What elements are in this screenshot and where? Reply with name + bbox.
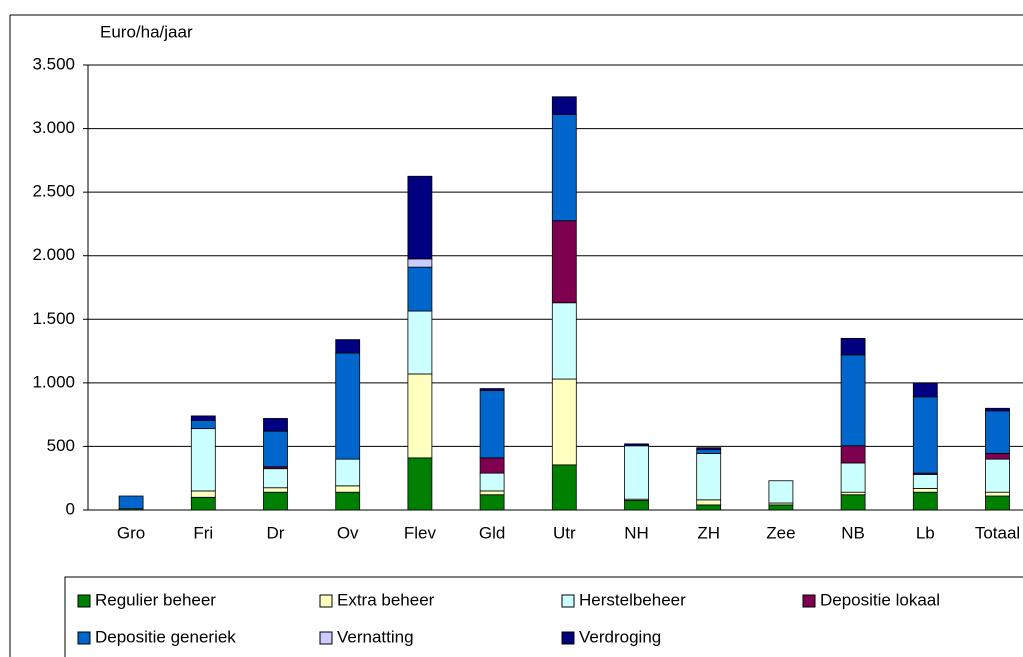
y-tick-label: 1.500 [32, 309, 75, 328]
bar-segment [551, 114, 577, 222]
bar-segment [479, 390, 505, 459]
bar-segment [912, 473, 938, 489]
x-tick-label: ZH [697, 523, 720, 542]
bar-segment [407, 310, 433, 375]
bar-segment [407, 457, 433, 511]
bar-segment [263, 468, 288, 489]
legend-swatch [319, 631, 333, 645]
bar-segment [696, 504, 722, 511]
x-tick-label: Lb [916, 523, 935, 542]
bar-segment [335, 485, 361, 493]
legend-swatch [561, 631, 575, 645]
legend-label: Depositie generiek [95, 627, 236, 646]
bar-segment [551, 464, 577, 511]
bar-segment [840, 462, 866, 493]
x-tick-label: NH [624, 523, 649, 542]
bar-segment [190, 496, 216, 511]
bar-segment [335, 339, 361, 354]
legend-label: Depositie lokaal [820, 590, 940, 609]
legend-swatch [802, 594, 816, 608]
bar-segment [912, 382, 938, 398]
bar-segment [551, 96, 577, 115]
y-tick-label: 3.500 [32, 54, 75, 73]
bar-segment [696, 447, 722, 451]
bar-segment [407, 373, 433, 459]
bar-segment [696, 453, 722, 501]
bar-segment [985, 491, 1010, 497]
bar-segment [479, 490, 505, 496]
y-tick-label: 1.000 [32, 372, 75, 391]
bar-segment [407, 258, 433, 268]
bar-segment [190, 419, 216, 430]
legend-label: Herstelbeheer [579, 590, 686, 609]
legend-swatch [561, 594, 575, 608]
legend-label: Verdroging [579, 627, 661, 646]
bar-segment [624, 445, 649, 500]
bar-segment [551, 378, 577, 466]
bar-segment [263, 430, 288, 468]
bar-segment [840, 445, 866, 464]
y-tick-label: 3.000 [32, 118, 75, 137]
bar-segment [479, 457, 505, 474]
x-tick-label: Zee [766, 523, 795, 542]
x-tick-label: Gld [479, 523, 505, 542]
x-tick-label: Totaal [975, 523, 1020, 542]
bar-segment [479, 472, 505, 492]
x-tick-label: Dr [267, 523, 285, 542]
x-tick-label: Fri [193, 523, 213, 542]
bar-segment [912, 487, 938, 493]
bar-segment [190, 490, 216, 498]
x-tick-label: NB [841, 523, 865, 542]
bar-segment [407, 175, 433, 260]
legend-swatch [77, 631, 91, 645]
legend-label: Regulier beheer [95, 590, 216, 609]
x-tick-label: Ov [337, 523, 359, 542]
bar-segment [985, 410, 1010, 454]
bar-segment [768, 504, 794, 511]
x-tick-label: Flev [404, 523, 437, 542]
bar-segment [840, 354, 866, 447]
x-tick-label: Gro [117, 523, 145, 542]
legend-swatch [319, 594, 333, 608]
bar-segment [190, 428, 216, 492]
bar-segment [985, 453, 1010, 460]
bar-segment [696, 499, 722, 506]
bar-segment [840, 337, 866, 356]
bar-segment [263, 487, 288, 493]
x-tick-label: Utr [553, 523, 576, 542]
bar-segment [551, 220, 577, 304]
bar-segment [263, 491, 288, 511]
y-tick-label: 500 [47, 436, 75, 455]
bar-segment [479, 388, 505, 391]
y-axis-label: Euro/ha/jaar [100, 22, 193, 41]
bar-segment [912, 396, 938, 474]
bar-segment [479, 494, 505, 511]
y-tick-label: 2.000 [32, 245, 75, 264]
bar-segment [985, 495, 1010, 511]
y-tick-label: 2.500 [32, 182, 75, 201]
bar-segment [407, 266, 433, 312]
bar-segment [190, 415, 216, 421]
bar-segment [840, 494, 866, 511]
bar-segment [912, 491, 938, 511]
bar-segment [335, 352, 361, 460]
legend-box [64, 576, 1023, 657]
bar-segment [335, 458, 361, 487]
bar-segment [985, 458, 1010, 493]
bar-segment [985, 407, 1010, 412]
bar-segment [624, 500, 649, 511]
y-tick-label: 0 [66, 499, 75, 518]
bar-segment [696, 449, 722, 454]
legend-swatch [77, 594, 91, 608]
legend-label: Vernatting [337, 627, 414, 646]
bar-segment [335, 491, 361, 511]
bar-segment [118, 495, 144, 510]
legend-label: Extra beheer [337, 590, 435, 609]
bar-segment [768, 480, 794, 504]
bar-segment [263, 418, 288, 432]
bar-segment [551, 302, 577, 380]
bar-segment [624, 443, 649, 447]
